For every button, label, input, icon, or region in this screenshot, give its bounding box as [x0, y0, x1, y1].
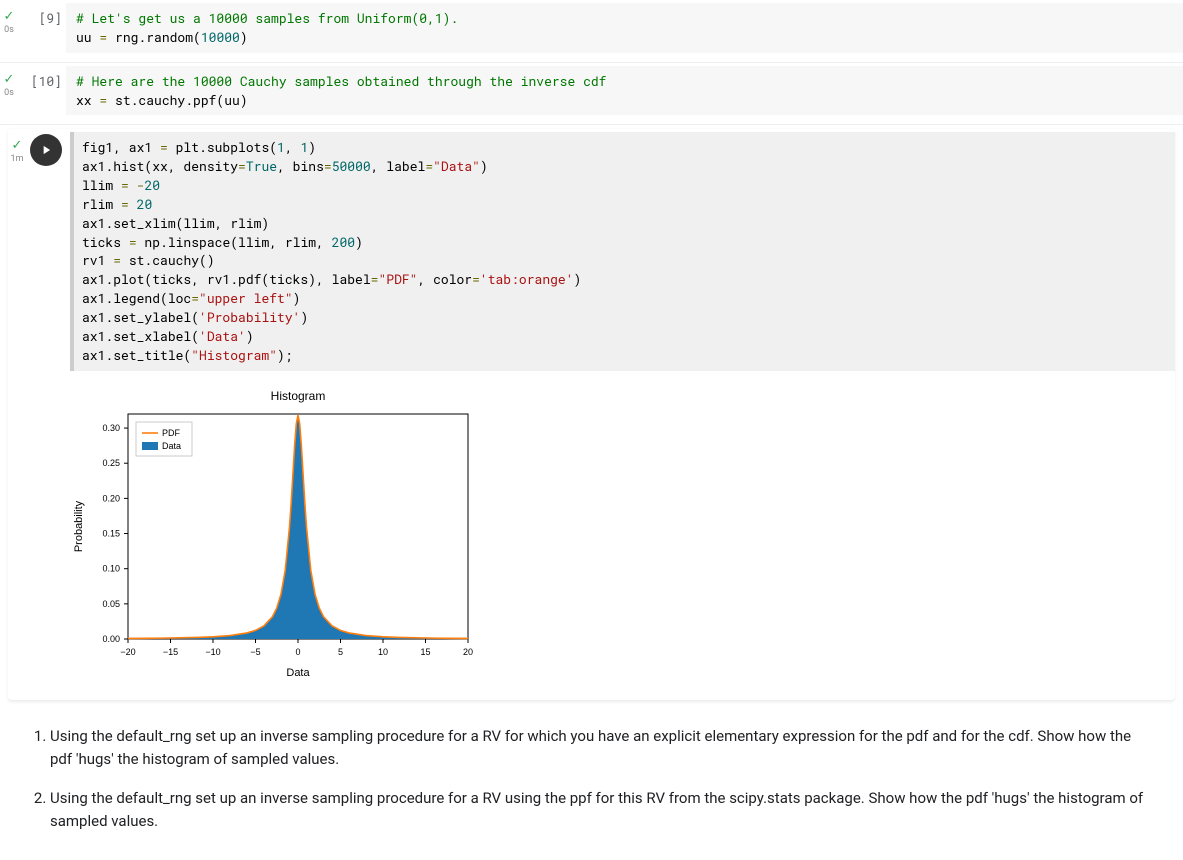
- exec-timing: 1m: [8, 154, 26, 164]
- exec-timing: 0s: [0, 88, 18, 98]
- svg-text:0.20: 0.20: [102, 493, 120, 503]
- check-icon: ✓: [8, 138, 26, 153]
- code-cell-2: ✓ 0s [10] # Here are the 10000 Cauchy sa…: [0, 63, 1183, 126]
- svg-text:0.10: 0.10: [102, 563, 120, 573]
- svg-text:0.30: 0.30: [102, 423, 120, 433]
- code-comment: # Here are the 10000 Cauchy samples obta…: [76, 72, 607, 90]
- execution-count: [9]: [18, 3, 66, 27]
- svg-text:0.05: 0.05: [102, 598, 120, 608]
- svg-text:0.00: 0.00: [102, 634, 120, 644]
- svg-text:Data: Data: [286, 667, 310, 679]
- execution-count: [10]: [18, 66, 66, 90]
- svg-text:0.25: 0.25: [102, 458, 120, 468]
- check-icon: ✓: [0, 9, 18, 24]
- svg-text:0: 0: [295, 647, 300, 657]
- svg-text:15: 15: [420, 647, 430, 657]
- svg-text:−5: −5: [250, 647, 260, 657]
- code-editor[interactable]: # Let's get us a 10000 samples from Unif…: [66, 3, 1183, 53]
- task-item-1: Using the default_rng set up an inverse …: [50, 725, 1153, 772]
- svg-text:−10: −10: [205, 647, 220, 657]
- svg-text:−20: −20: [120, 647, 135, 657]
- play-icon: [39, 143, 53, 157]
- run-cell-button[interactable]: [30, 134, 62, 166]
- task-item-2: Using the default_rng set up an inverse …: [50, 787, 1153, 834]
- svg-text:Histogram: Histogram: [271, 389, 326, 403]
- svg-text:20: 20: [463, 647, 473, 657]
- notebook: ✓ 0s [9] # Let's get us a 10000 samples …: [0, 0, 1183, 860]
- code-editor[interactable]: # Here are the 10000 Cauchy samples obta…: [66, 66, 1183, 116]
- exec-timing: 0s: [0, 25, 18, 35]
- cell-status-gutter: ✓ 1m: [8, 132, 26, 164]
- code-comment: # Let's get us a 10000 samples from Unif…: [76, 9, 458, 27]
- markdown-cell[interactable]: Using the default_rng set up an inverse …: [0, 715, 1183, 860]
- code-cell-1: ✓ 0s [9] # Let's get us a 10000 samples …: [0, 0, 1183, 63]
- svg-text:10: 10: [378, 647, 388, 657]
- code-editor[interactable]: fig1, ax1 = plt.subplots(1, 1) ax1.hist(…: [70, 132, 1175, 370]
- svg-text:0.15: 0.15: [102, 528, 120, 538]
- cell-output: Histogram Probability Data −20 −15 −10 −5 0 5 10 1…: [8, 374, 1175, 694]
- svg-text:PDF: PDF: [162, 428, 181, 438]
- cell-status-gutter: ✓ 0s: [0, 3, 18, 35]
- cell-status-gutter: ✓ 0s: [0, 66, 18, 98]
- svg-text:Probability: Probability: [73, 500, 85, 552]
- svg-text:−15: −15: [163, 647, 178, 657]
- svg-text:5: 5: [338, 647, 343, 657]
- code-cell-3: ✓ 1m fig1, ax1 = plt.subplots(1, 1) ax1.…: [8, 129, 1175, 700]
- svg-text:Data: Data: [162, 441, 181, 451]
- histogram-chart: Histogram Probability Data −20 −15 −10 −5 0 5 10 1…: [68, 384, 488, 684]
- check-icon: ✓: [0, 72, 18, 87]
